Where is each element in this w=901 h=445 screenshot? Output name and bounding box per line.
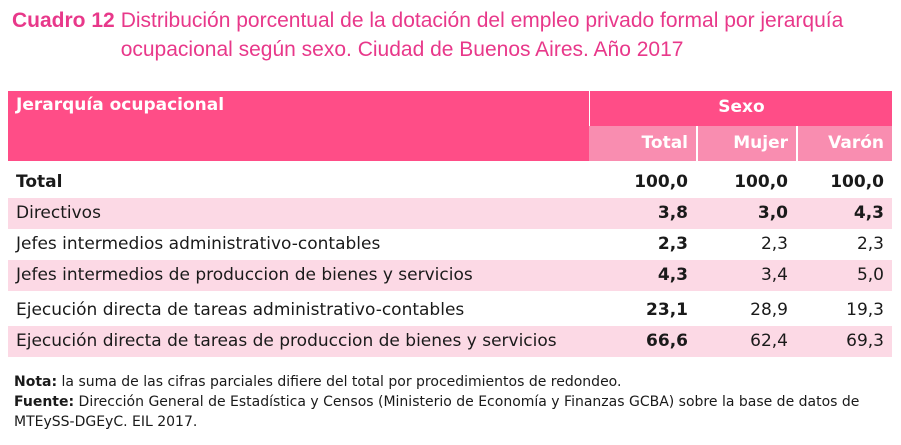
table-number: Cuadro 12 [12,9,115,32]
column-divider [796,126,798,161]
row-label: Jefes intermedios administrativo-contabl… [16,234,381,254]
row-label: Directivos [16,203,101,223]
header-jerarquia: Jerarquía ocupacional [16,95,225,115]
column-header-varon: Varón [828,133,884,153]
row-label: Total [16,172,63,192]
table-row: Jefes intermedios administrativo-contabl… [8,229,892,260]
note-label: Nota: [14,374,58,390]
cell-total: 66,6 [646,331,688,351]
source-text: Dirección General de Estadística y Censo… [14,394,860,430]
cell-mujer: 28,9 [750,300,788,320]
cell-total: 3,8 [657,203,688,223]
row-label: Ejecución directa de tareas administrati… [16,300,465,320]
header-sexo: Sexo [589,91,893,126]
cell-mujer: 62,4 [750,331,788,351]
cell-varon: 2,3 [856,234,884,254]
cell-total: 4,3 [657,265,688,285]
table-header [8,91,892,126]
cell-varon: 19,3 [846,300,884,320]
table-row: Ejecución directa de tareas administrati… [8,295,892,326]
cell-varon: 100,0 [830,172,884,192]
column-header-mujer: Mujer [733,133,788,153]
row-label: Jefes intermedios de produccion de biene… [16,265,473,285]
row-label: Ejecución directa de tareas de produccio… [16,331,557,351]
cell-varon: 69,3 [846,331,884,351]
column-divider [696,126,698,161]
cell-total: 2,3 [657,234,688,254]
cell-total: 100,0 [634,172,688,192]
column-header-total: Total [641,133,688,153]
table-title-text: Distribución porcentual de la dotación d… [120,9,844,61]
cell-varon: 5,0 [856,265,884,285]
source-line: Fuente: Dirección General de Estadística… [14,392,890,432]
table-title: Cuadro 12 Distribución porcentual de la d… [12,6,892,64]
cell-total: 23,1 [646,300,688,320]
table-row-total: Total 100,0 100,0 100,0 [8,167,892,198]
table-row: Jefes intermedios de produccion de biene… [8,260,892,291]
cell-mujer: 100,0 [734,172,788,192]
source-label: Fuente: [14,394,75,410]
table-notes: Nota: la suma de las cifras parciales di… [14,372,890,432]
table-row: Ejecución directa de tareas de produccio… [8,326,892,357]
note-line: Nota: la suma de las cifras parciales di… [14,372,890,392]
subheader-columns [589,126,892,161]
cell-varon: 4,3 [853,203,884,223]
note-text: la suma de las cifras parciales difiere … [57,374,622,390]
cell-mujer: 2,3 [760,234,788,254]
table-row: Directivos 3,8 3,0 4,3 [8,198,892,229]
cell-mujer: 3,0 [757,203,788,223]
cell-mujer: 3,4 [760,265,788,285]
